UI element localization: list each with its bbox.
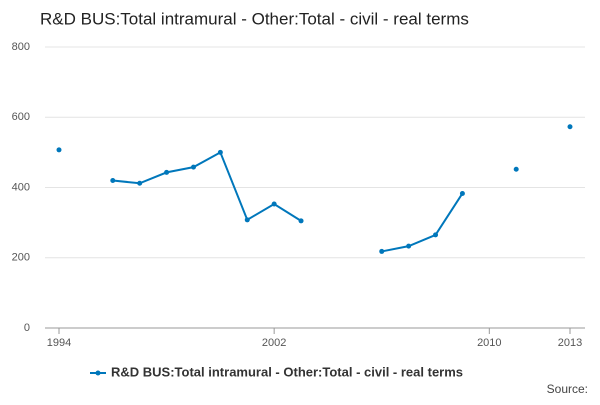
- point: [217, 149, 223, 155]
- y-tick-label: 600: [12, 111, 30, 123]
- point: [567, 124, 573, 130]
- x-tick-label: 2010: [477, 337, 501, 349]
- point: [190, 164, 196, 170]
- point: [433, 232, 439, 238]
- legend-label: R&D BUS:Total intramural - Other:Total -…: [111, 364, 463, 379]
- point: [110, 177, 116, 183]
- point: [244, 217, 250, 223]
- y-tick-label: 800: [12, 41, 30, 53]
- point: [459, 190, 465, 196]
- point: [271, 201, 277, 207]
- x-tick-label: 1994: [47, 337, 71, 349]
- point: [164, 169, 170, 175]
- legend-marker: [95, 370, 101, 376]
- point: [406, 243, 412, 249]
- point: [137, 180, 143, 186]
- series-line: [113, 127, 570, 252]
- x-tick-label: 2002: [262, 337, 286, 349]
- y-tick-label: 200: [12, 252, 30, 264]
- chart-title: R&D BUS:Total intramural - Other:Total -…: [40, 9, 469, 28]
- y-tick-label: 0: [24, 322, 30, 334]
- y-tick-label: 400: [12, 181, 30, 193]
- point: [56, 147, 62, 153]
- point: [298, 218, 304, 224]
- point: [513, 166, 519, 172]
- source-label: Source:: [547, 382, 588, 396]
- point: [379, 248, 385, 254]
- x-tick-label: 2013: [558, 337, 582, 349]
